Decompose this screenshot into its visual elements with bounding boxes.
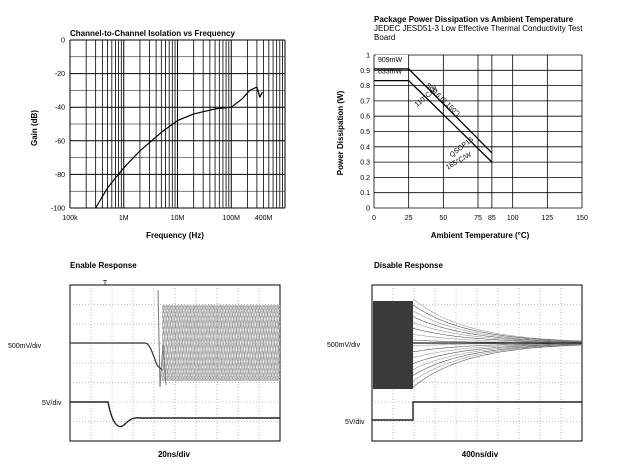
- power-annotation-so16: SO16 (0.150"): [424, 82, 461, 118]
- isolation-y-tick-label: -100: [51, 206, 65, 213]
- power-y-tick-label: 1: [366, 53, 370, 60]
- isolation-chart-xlabel: Frequency (Hz): [146, 231, 204, 240]
- power-y-tick-label: 0.8: [360, 83, 370, 90]
- enable-scope-svg: Enable Response T 500mV/div 5V/div 20ns/…: [8, 261, 281, 459]
- enable-noise-trace: [161, 304, 281, 382]
- power-y-tick-label: 0.9: [360, 68, 370, 75]
- isolation-y-tick-label: -80: [55, 172, 65, 179]
- isolation-x-tick-label: 400M: [255, 215, 273, 222]
- power-annotation-bg: [376, 54, 408, 64]
- enable-noise-trace: [161, 304, 281, 382]
- isolation-x-tick-label: 10M: [171, 215, 185, 222]
- power-chart-title: Package Power Dissipation vs Ambient Tem…: [374, 15, 574, 24]
- power-chart-subtitle: JEDEC JESD51-3 Low Effective Thermal Con…: [374, 24, 583, 42]
- disable-scope-ylabel-top: 500mV/div: [327, 342, 361, 349]
- power-annotation-833mw: 833mW: [378, 69, 403, 76]
- power-chart-xlabel: Ambient Temperature (°C): [431, 231, 530, 240]
- isolation-x-tick-label: 100k: [62, 215, 78, 222]
- power-y-tick-label: 0: [366, 206, 370, 213]
- enable-scope: Enable Response T 500mV/div 5V/div 20ns/…: [0, 255, 310, 476]
- isolation-y-tick-label: -40: [55, 105, 65, 112]
- power-y-tick-label: 0.7: [360, 98, 370, 105]
- enable-scope-title: Enable Response: [70, 261, 137, 270]
- disable-decay-trace: [412, 316, 582, 343]
- power-x-tick-label: 100: [507, 215, 519, 222]
- disable-decay-trace: [412, 328, 581, 343]
- enable-scope-ylabel-bottom: 5V/div: [42, 400, 62, 407]
- enable-output-trace: [70, 342, 163, 371]
- power-y-tick-label: 0.5: [360, 129, 370, 136]
- power-x-tick-label: 125: [541, 215, 553, 222]
- disable-scope-ylabel-bottom: 5V/div: [345, 419, 365, 426]
- power-series-line-1: [374, 79, 493, 163]
- isolation-y-tick-label: 0: [61, 38, 65, 45]
- disable-decay-trace: [412, 304, 582, 342]
- power-x-tick-label: 0: [372, 215, 376, 222]
- isolation-chart: Channel-to-Channel Isolation vs Frequenc…: [0, 0, 310, 245]
- isolation-chart-title: Channel-to-Channel Isolation vs Frequenc…: [70, 29, 235, 38]
- enable-glitch-trace: [157, 289, 167, 388]
- power-series-line-0: [374, 68, 493, 154]
- isolation-x-tick-label: 100M: [222, 215, 240, 222]
- isolation-y-tick-label: -20: [55, 71, 65, 78]
- power-x-tick-label: 50: [439, 215, 447, 222]
- isolation-series-line: [95, 86, 263, 209]
- power-x-tick-label: 85: [488, 215, 496, 222]
- power-x-tick-label: 75: [474, 215, 482, 222]
- disable-decay-trace: [412, 333, 581, 343]
- disable-decay-trace: [412, 343, 581, 353]
- disable-decay-trace: [412, 322, 581, 343]
- power-y-tick-label: 0.1: [360, 190, 370, 197]
- enable-noise-trace: [161, 304, 281, 382]
- disable-scope-svg: Disable Response 500mV/div 5V/div 400ns/…: [327, 261, 583, 459]
- enable-noise-trace: [161, 304, 281, 382]
- isolation-y-tick-label: -60: [55, 138, 65, 145]
- power-chart-ylabel: Power Dissipation (W): [336, 90, 345, 175]
- isolation-chart-svg: Channel-to-Channel Isolation vs Frequenc…: [30, 29, 286, 240]
- disable-decay-trace: [412, 343, 582, 370]
- disable-scope-title: Disable Response: [374, 261, 443, 270]
- disable-decay-trace: [412, 343, 581, 358]
- power-x-tick-label: 150: [576, 215, 588, 222]
- power-chart: Package Power Dissipation vs Ambient Tem…: [310, 0, 620, 245]
- power-y-tick-label: 0.4: [360, 144, 370, 151]
- isolation-chart-ylabel: Gain (dB): [30, 110, 39, 146]
- power-annotation-909mw: 909mW: [378, 57, 403, 64]
- enable-scope-xlabel: 20ns/div: [158, 450, 191, 459]
- enable-trigger-marker: T: [103, 280, 108, 287]
- disable-scope: Disable Response 500mV/div 5V/div 400ns/…: [310, 255, 620, 476]
- isolation-x-tick-label: 1M: [119, 215, 129, 222]
- enable-noise-trace: [161, 304, 281, 382]
- disable-decay-trace: [412, 344, 582, 382]
- enable-noise-trace: [161, 304, 281, 382]
- disable-decay-trace: [412, 344, 582, 388]
- power-chart-svg: Package Power Dissipation vs Ambient Tem…: [336, 15, 588, 240]
- disable-scope-xlabel: 400ns/div: [462, 450, 499, 459]
- power-y-tick-label: 0.2: [360, 175, 370, 182]
- enable-scope-ylabel-top: 500mV/div: [8, 343, 42, 350]
- disable-decay-trace: [412, 298, 582, 342]
- disable-noise-block: [373, 301, 413, 389]
- disable-decay-trace: [412, 343, 581, 364]
- disable-decay-trace: [412, 344, 582, 376]
- power-y-tick-label: 0.3: [360, 160, 370, 167]
- power-x-tick-label: 25: [405, 215, 413, 222]
- disable-step-trace: [372, 401, 582, 421]
- disable-decay-trace: [412, 310, 582, 342]
- enable-step-trace: [70, 401, 280, 428]
- power-y-tick-label: 0.6: [360, 114, 370, 121]
